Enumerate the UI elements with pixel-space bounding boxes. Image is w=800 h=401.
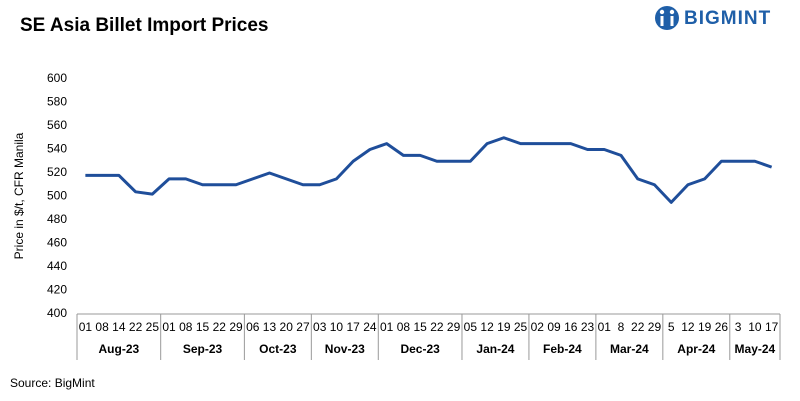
x-tick-label: 20 (280, 320, 294, 334)
y-tick-label: 580 (47, 95, 67, 109)
x-tick-label: 13 (263, 320, 277, 334)
x-tick-label: 26 (715, 320, 729, 334)
x-tick-label: 09 (547, 320, 561, 334)
y-tick-label: 500 (47, 189, 67, 203)
y-axis-label: Price in $/t, CFR Manila (12, 132, 26, 259)
x-tick-label: 25 (514, 320, 528, 334)
month-label: Sep-23 (183, 342, 223, 356)
x-tick-label: 01 (79, 320, 93, 334)
x-tick-label: 01 (598, 320, 612, 334)
y-tick-label: 540 (47, 142, 67, 156)
x-tick-label: 23 (581, 320, 595, 334)
y-tick-label: 460 (47, 236, 67, 250)
x-tick-label: 15 (196, 320, 210, 334)
x-tick-label: 29 (648, 320, 662, 334)
month-label: Oct-23 (259, 342, 297, 356)
x-tick-label: 12 (681, 320, 695, 334)
y-tick-label: 480 (47, 212, 67, 226)
x-tick-label: 10 (330, 320, 344, 334)
x-tick-label: 22 (631, 320, 645, 334)
x-tick-label: 19 (497, 320, 511, 334)
x-tick-label: 08 (397, 320, 411, 334)
x-tick-label: 14 (112, 320, 126, 334)
month-label: Nov-23 (325, 342, 365, 356)
x-tick-label: 22 (430, 320, 444, 334)
x-tick-label: 03 (313, 320, 327, 334)
month-label: Dec-23 (400, 342, 440, 356)
x-tick-label: 12 (480, 320, 494, 334)
x-tick-label: 27 (296, 320, 310, 334)
chart-title: SE Asia Billet Import Prices (20, 15, 269, 36)
month-label: Apr-24 (677, 342, 715, 356)
x-tick-label: 10 (748, 320, 762, 334)
y-tick-label: 520 (47, 165, 67, 179)
x-tick-label: 15 (413, 320, 427, 334)
y-tick-label: 600 (47, 71, 67, 85)
logo-text: BIGMINT (684, 8, 771, 29)
x-tick-label: 5 (668, 320, 675, 334)
x-tick-label: 16 (564, 320, 578, 334)
x-tick-label: 06 (246, 320, 260, 334)
y-tick-label: 420 (47, 283, 67, 297)
x-tick-label: 17 (346, 320, 360, 334)
x-tick-label: 29 (229, 320, 243, 334)
x-tick-label: 24 (363, 320, 377, 334)
y-tick-label: 560 (47, 118, 67, 132)
source: Source: BigMint (10, 376, 95, 390)
x-tick-label: 29 (447, 320, 461, 334)
x-tick-label: 3 (735, 320, 742, 334)
y-tick-label: 440 (47, 259, 67, 273)
x-tick-label: 05 (464, 320, 478, 334)
x-tick-label: 22 (129, 320, 143, 334)
logo-icon (655, 6, 679, 30)
line-series (85, 136, 773, 204)
x-tick-label: 08 (95, 320, 109, 334)
x-tick-label: 08 (179, 320, 193, 334)
x-tick-label: 22 (213, 320, 227, 334)
x-tick-label: 19 (698, 320, 712, 334)
month-label: Mar-24 (610, 342, 649, 356)
x-tick-label: 25 (146, 320, 160, 334)
x-tick-label: 02 (531, 320, 545, 334)
month-label: Jan-24 (476, 342, 514, 356)
x-tick-label: 01 (380, 320, 394, 334)
y-tick-label: 400 (47, 306, 67, 320)
month-label: Feb-24 (543, 342, 582, 356)
month-label: May-24 (735, 342, 776, 356)
x-tick-label: 8 (618, 320, 625, 334)
x-tick-label: 17 (765, 320, 779, 334)
x-tick-label: 01 (162, 320, 176, 334)
month-label: Aug-23 (99, 342, 140, 356)
